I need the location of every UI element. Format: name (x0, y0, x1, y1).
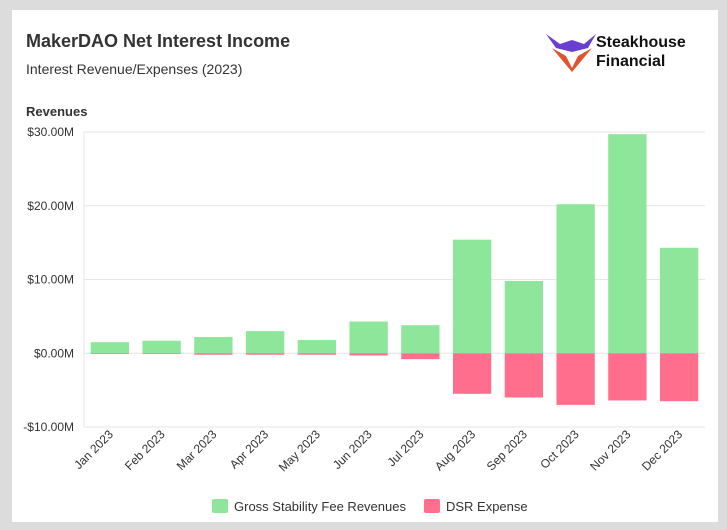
bar (90, 353, 130, 354)
bar (452, 353, 492, 394)
chart-title: MakerDAO Net Interest Income (26, 31, 290, 51)
bar (245, 331, 285, 354)
bar (349, 353, 388, 356)
bar (142, 353, 181, 354)
bar (194, 353, 233, 355)
y-tick-label: $0.00M (34, 346, 74, 360)
chart-subtitle: Interest Revenue/Expenses (2023) (26, 61, 242, 77)
y-tick-label: $10.00M (27, 273, 74, 287)
brand-line: Steakhouse (596, 34, 686, 51)
bar (297, 353, 337, 355)
logo-icon (546, 34, 596, 72)
brand-line: Financial (596, 53, 665, 70)
bar (90, 342, 130, 354)
legend-label: Gross Stability Fee Revenues (234, 499, 406, 514)
y-axis-title: Revenues (26, 104, 87, 119)
bar (401, 353, 440, 360)
bar (556, 204, 595, 354)
bar (504, 353, 544, 398)
y-tick-label: $30.00M (27, 125, 74, 139)
bar (608, 134, 647, 354)
legend-label: DSR Expense (446, 499, 528, 514)
bar (245, 353, 285, 355)
bar (401, 325, 440, 354)
bar (608, 353, 647, 401)
bar (504, 280, 544, 354)
legend-swatch (423, 499, 440, 513)
bar (556, 353, 595, 405)
bar (297, 339, 337, 354)
bar (349, 321, 388, 354)
bar (194, 337, 233, 354)
bar (452, 239, 492, 354)
y-tick-label: $20.00M (27, 199, 74, 213)
bar (659, 353, 699, 402)
card (12, 10, 718, 522)
y-tick-label: -$10.00M (23, 420, 74, 434)
bar (142, 340, 181, 354)
legend-swatch (212, 499, 228, 513)
bar (659, 247, 699, 354)
